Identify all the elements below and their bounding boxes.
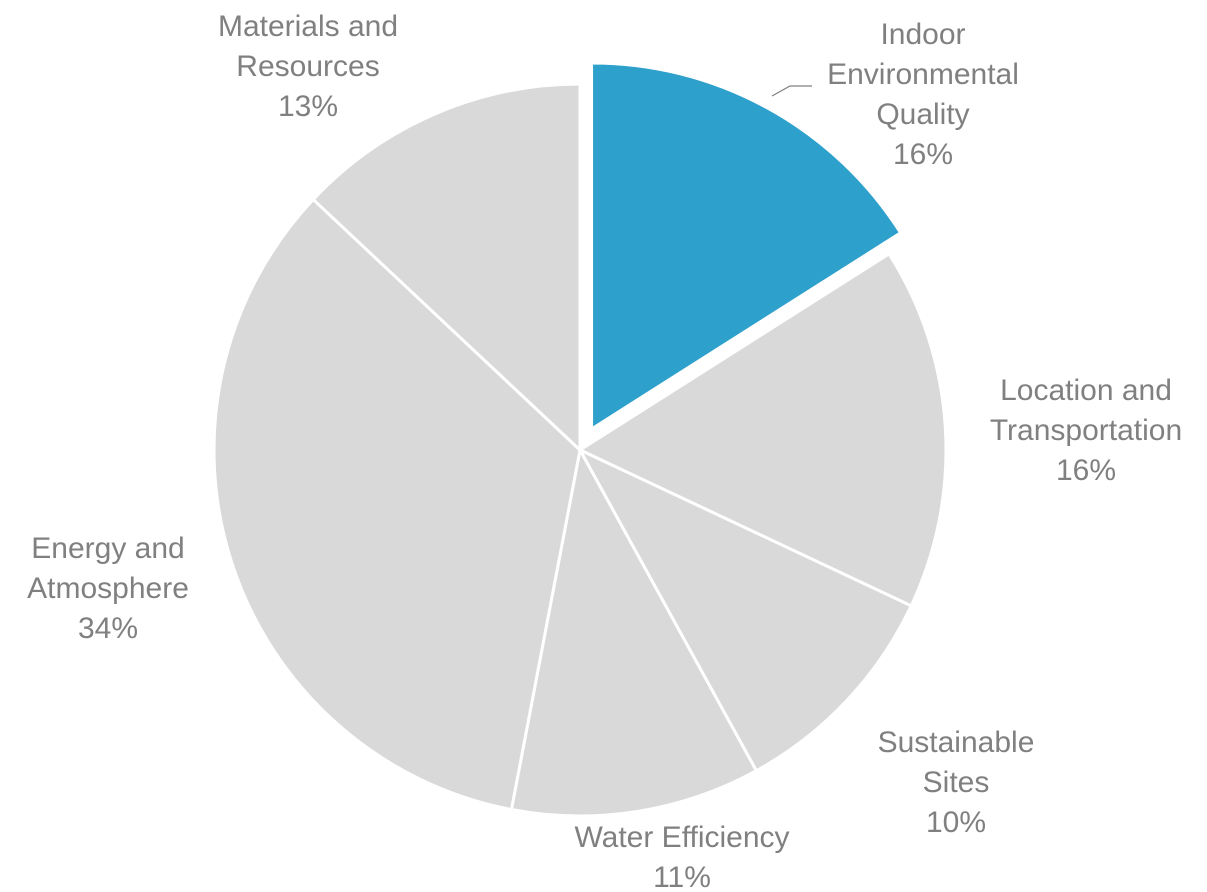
pie-slice-location-and-transportation xyxy=(578,252,948,608)
data-label-line: Indoor xyxy=(880,18,965,51)
leader-line xyxy=(771,85,812,97)
data-label-sustainable-sites: Sustainable Sites 10% xyxy=(878,726,1035,839)
data-label-line: Sustainable xyxy=(878,726,1035,759)
data-label-water-efficiency: Water Efficiency 11% xyxy=(574,821,789,892)
data-label-indoor-environmental-quality: Indoor Environmental Quality 16% xyxy=(827,18,1019,171)
pie-labels: Indoor Environmental Quality 16%Location an… xyxy=(27,10,1182,892)
data-label-line: Quality xyxy=(876,98,969,131)
pie-slice-energy-and-atmosphere xyxy=(212,197,582,812)
pie-slice-materials-and-resources xyxy=(311,82,582,452)
data-label-line: Atmosphere xyxy=(27,572,189,605)
data-label-materials-and-resources: Materials and Resources 13% xyxy=(218,10,398,123)
data-label-value: 13% xyxy=(278,90,338,123)
data-label-location-and-transportation: Location and Transportation 16% xyxy=(990,374,1182,487)
data-label-value: 34% xyxy=(78,612,138,645)
data-label-energy-and-atmosphere: Energy and Atmosphere 34% xyxy=(27,532,189,645)
data-label-line: Location and xyxy=(1000,374,1172,407)
pie-slices xyxy=(212,61,948,818)
pie-slice-water-efficiency xyxy=(509,448,758,818)
data-label-line: Sites xyxy=(923,766,990,799)
data-label-value: 11% xyxy=(653,861,711,892)
data-label-line: Resources xyxy=(236,50,379,83)
pie-slice-indoor-environmental-quality xyxy=(590,61,903,431)
data-label-value: 16% xyxy=(1056,454,1116,487)
data-label-value: 16% xyxy=(893,138,953,171)
data-label-line: Materials and xyxy=(218,10,398,43)
pie-slice-sustainable-sites xyxy=(578,448,913,773)
data-label-line: Water Efficiency xyxy=(574,821,789,854)
data-label-line: Transportation xyxy=(990,414,1182,447)
data-label-value: 10% xyxy=(926,806,986,839)
data-label-line: Energy and xyxy=(31,532,184,565)
data-label-line: Environmental xyxy=(827,58,1019,91)
